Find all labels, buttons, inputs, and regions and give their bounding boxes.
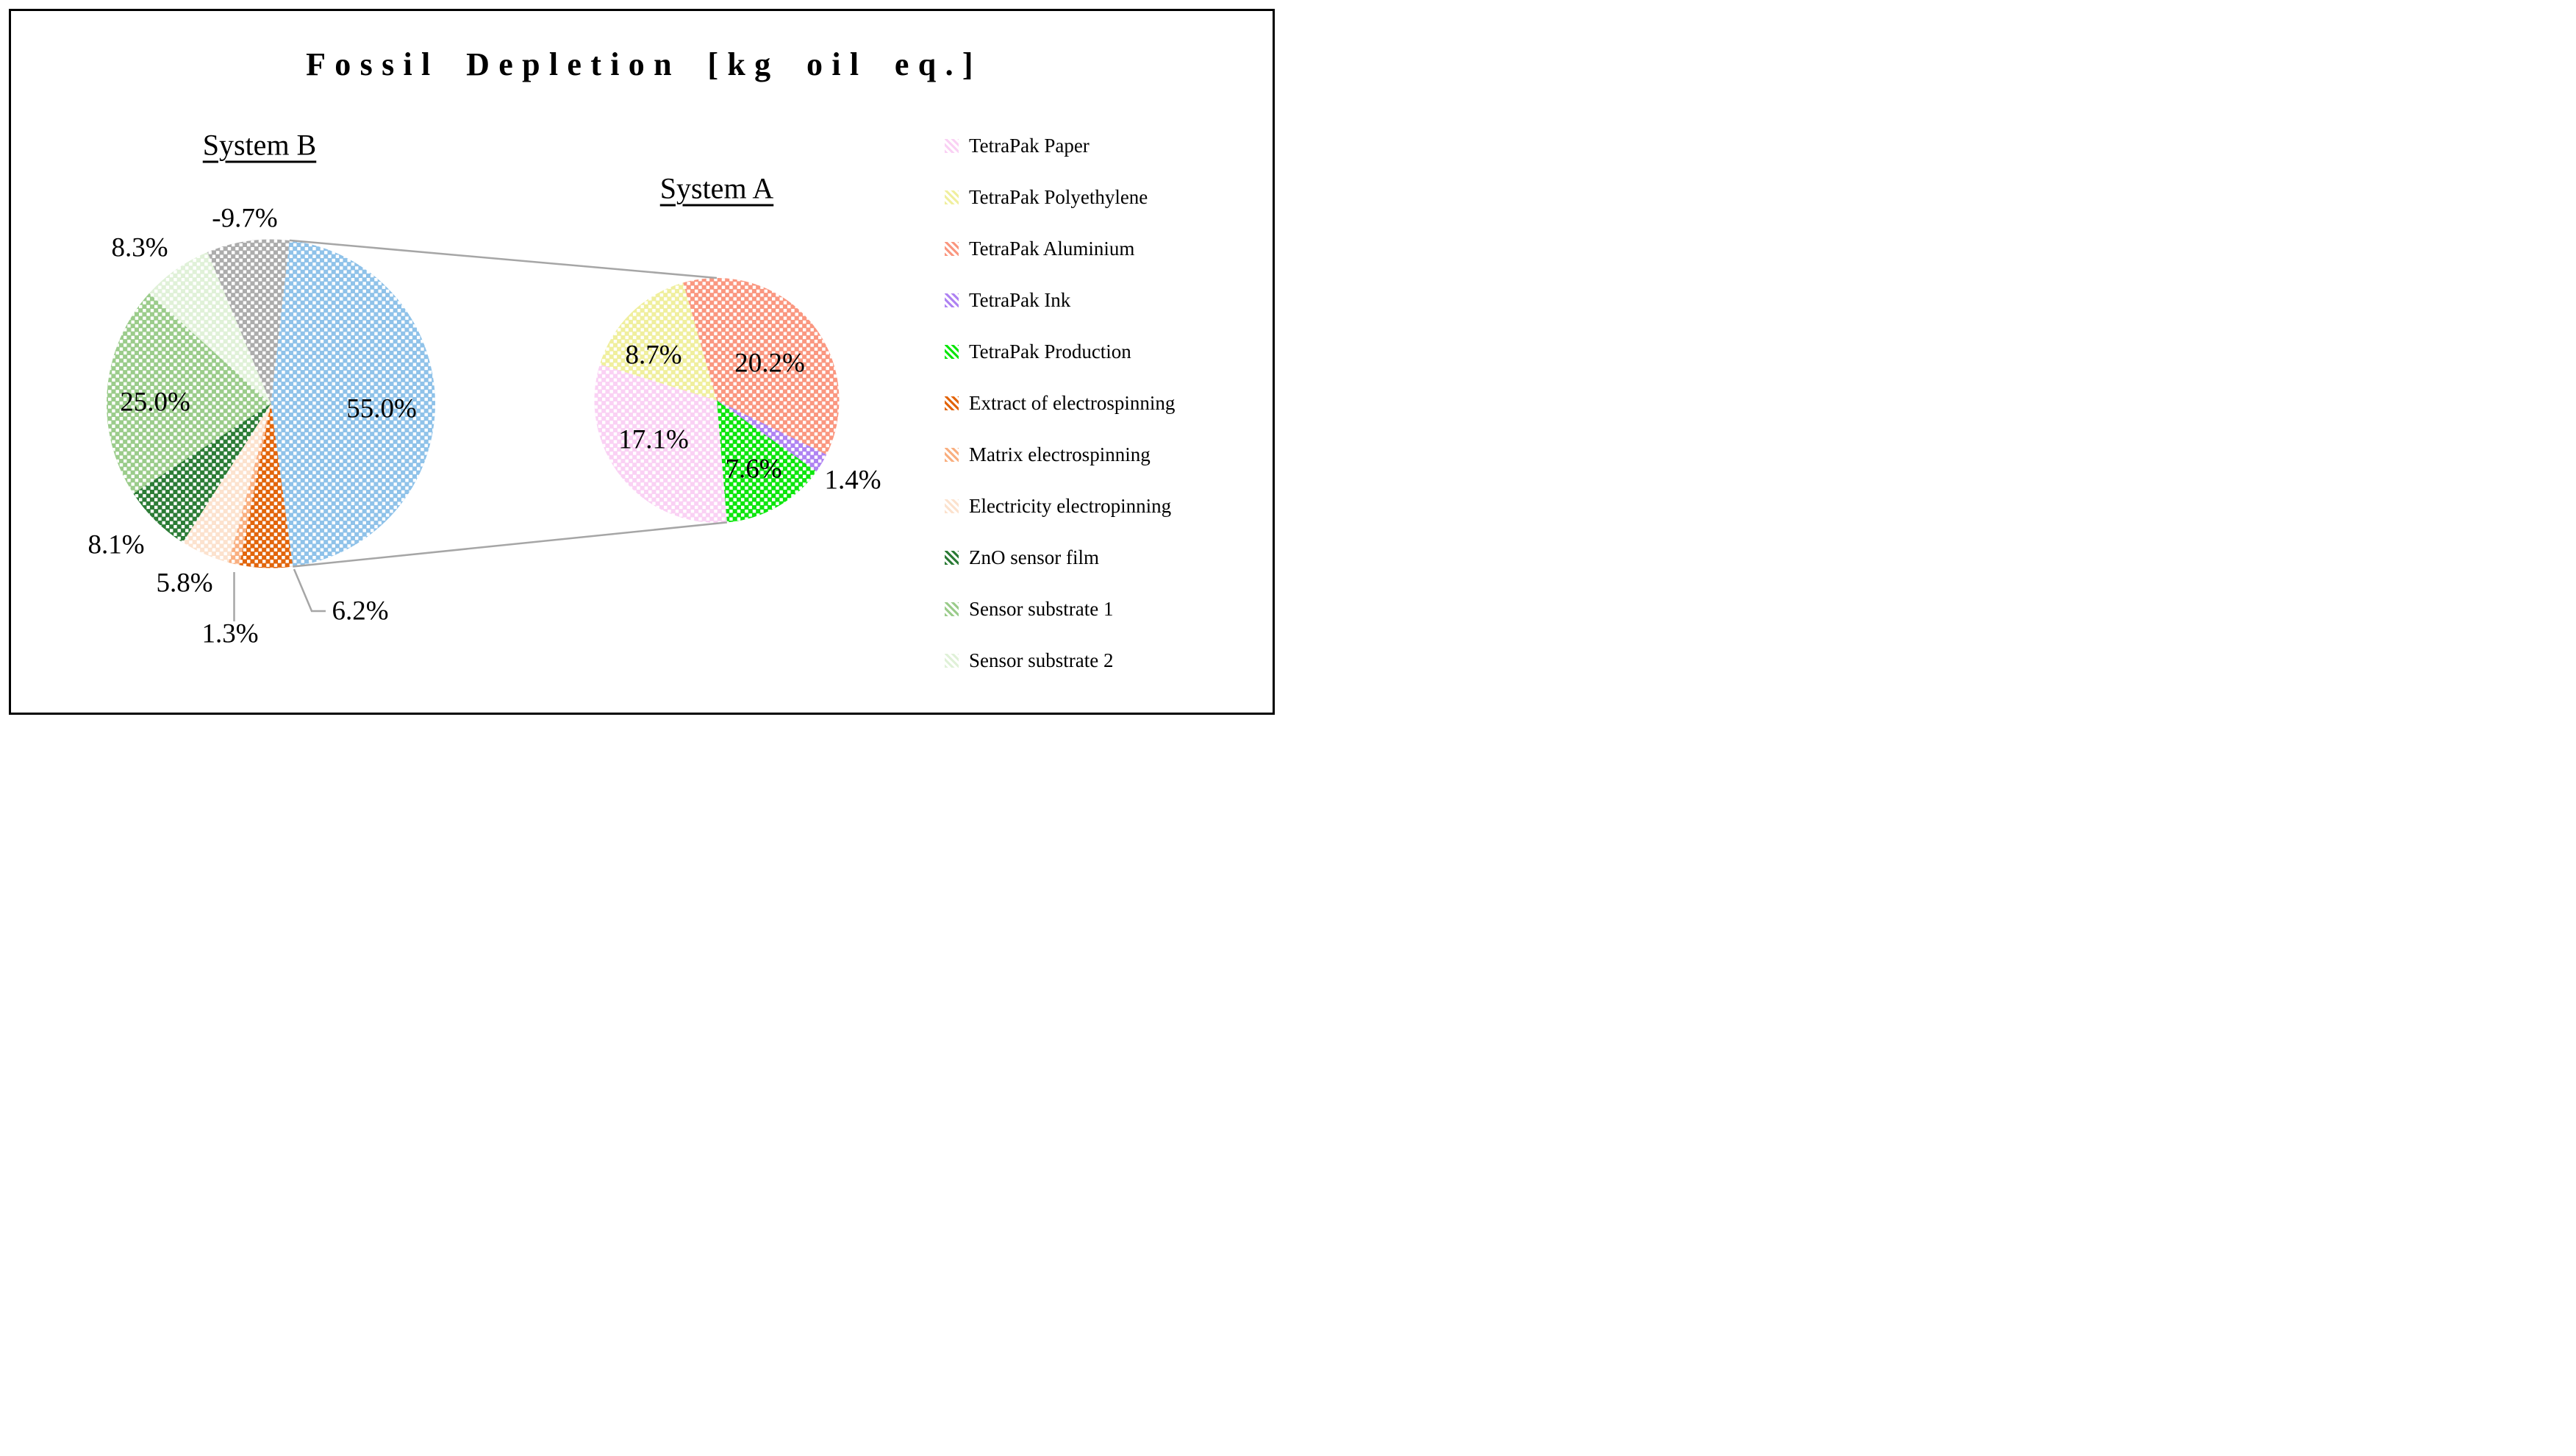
legend-swatch-icon (945, 293, 959, 307)
legend-label: TetraPak Ink (969, 288, 1071, 311)
legend-swatch-icon (945, 653, 959, 668)
legend-label: Sensor substrate 2 (969, 649, 1114, 671)
legend-label: TetraPak Aluminium (969, 237, 1135, 260)
legend-label: ZnO sensor film (969, 546, 1099, 568)
legend-item-7: Electricity electropinning (945, 491, 1171, 521)
pct-label: 5.8% (156, 568, 213, 599)
legend-swatch-icon (945, 241, 959, 256)
legend-swatch-icon (945, 447, 959, 462)
leader-line (293, 568, 326, 613)
legend-swatch-icon (945, 190, 959, 204)
legend-swatch-icon (945, 344, 959, 359)
legend-swatch-icon (945, 138, 959, 153)
pct-label: 6.2% (332, 596, 389, 627)
legend-label: TetraPak Paper (969, 134, 1090, 157)
figure-canvas: { "title": "Fossil Depletion [kg oil eq.… (0, 0, 1288, 728)
pie-title-system-a: System A (659, 171, 774, 205)
legend-item-4: TetraPak Production (945, 337, 1131, 366)
legend-label: Extract of electrospinning (969, 391, 1176, 414)
pct-label: -9.7% (212, 203, 278, 234)
legend-item-5: Extract of electrospinning (945, 388, 1175, 418)
legend-swatch-icon (945, 550, 959, 565)
pct-label: 8.3% (111, 232, 168, 263)
legend-label: Sensor substrate 1 (969, 597, 1114, 620)
legend-item-8: ZnO sensor film (945, 543, 1099, 572)
chart-title: Fossil Depletion [kg oil eq.] (306, 46, 982, 82)
pie-title-system-b: System B (202, 128, 317, 162)
pct-label: 8.7% (625, 340, 682, 371)
pct-label: 25.0% (120, 387, 190, 418)
legend-label: TetraPak Production (969, 340, 1131, 363)
legend-label: Matrix electrospinning (969, 443, 1151, 465)
pct-label: 1.4% (824, 465, 881, 496)
pct-label: 20.2% (734, 348, 805, 379)
pct-label: 8.1% (87, 529, 145, 560)
legend-item-6: Matrix electrospinning (945, 440, 1151, 469)
legend-item-1: TetraPak Polyethylene (945, 182, 1148, 212)
legend-item-3: TetraPak Ink (945, 285, 1070, 315)
legend-swatch-icon (945, 499, 959, 513)
connector-line (289, 239, 718, 279)
pct-label: 17.1% (618, 424, 689, 455)
legend-swatch-icon (945, 396, 959, 410)
legend-item-0: TetraPak Paper (945, 131, 1090, 160)
legend-swatch-icon (945, 602, 959, 616)
pct-label: 55.0% (346, 393, 417, 424)
legend-label: Electricity electropinning (969, 494, 1172, 517)
legend-item-10: Sensor substrate 2 (945, 646, 1113, 675)
pct-label: 1.3% (201, 618, 259, 649)
legend-item-9: Sensor substrate 1 (945, 594, 1113, 624)
legend-item-2: TetraPak Aluminium (945, 234, 1134, 263)
connector-line (293, 521, 728, 568)
pct-label: 7.6% (725, 454, 782, 485)
figure-frame (9, 9, 1275, 715)
legend-label: TetraPak Polyethylene (969, 185, 1148, 208)
